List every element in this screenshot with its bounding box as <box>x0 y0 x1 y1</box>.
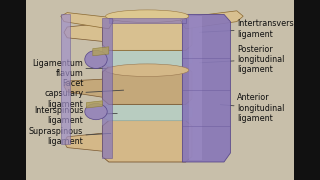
Polygon shape <box>64 23 102 41</box>
Polygon shape <box>102 16 192 50</box>
Text: Supraspinous
ligament: Supraspinous ligament <box>29 127 111 147</box>
Polygon shape <box>102 67 192 104</box>
Polygon shape <box>182 14 230 162</box>
Polygon shape <box>179 11 243 29</box>
Polygon shape <box>61 14 70 144</box>
Text: Posterior
longitudinal
ligament: Posterior longitudinal ligament <box>200 44 284 74</box>
Ellipse shape <box>85 103 107 120</box>
Ellipse shape <box>106 64 189 76</box>
Text: Intertransverse
ligament: Intertransverse ligament <box>200 19 299 39</box>
Text: Facet
capsulary
ligament: Facet capsulary ligament <box>44 79 124 109</box>
Polygon shape <box>102 121 192 162</box>
Ellipse shape <box>106 10 189 22</box>
Polygon shape <box>102 18 112 158</box>
Polygon shape <box>294 0 320 180</box>
Polygon shape <box>64 133 102 151</box>
Polygon shape <box>0 0 26 180</box>
Text: Interspinous
ligament: Interspinous ligament <box>34 105 117 125</box>
Polygon shape <box>64 79 102 97</box>
Polygon shape <box>109 18 186 23</box>
Polygon shape <box>102 50 192 67</box>
Polygon shape <box>93 47 109 56</box>
Polygon shape <box>61 13 115 29</box>
Text: Ligamentum
flavum: Ligamentum flavum <box>32 59 130 78</box>
Polygon shape <box>102 104 192 121</box>
Text: Anterior
longitudinal
ligament: Anterior longitudinal ligament <box>220 93 284 123</box>
Polygon shape <box>189 16 202 160</box>
Ellipse shape <box>85 50 107 68</box>
Polygon shape <box>86 101 102 108</box>
Polygon shape <box>26 0 294 180</box>
